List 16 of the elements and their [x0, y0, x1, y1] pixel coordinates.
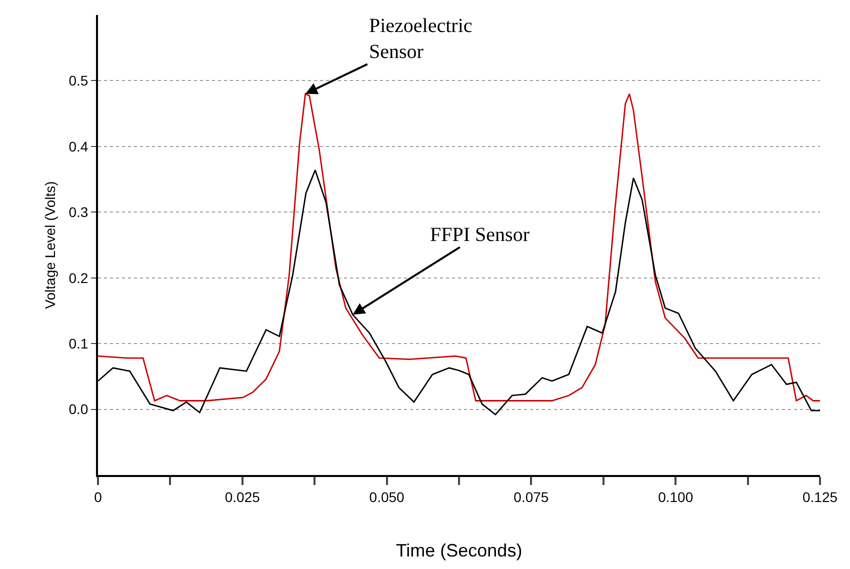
y-tick-label: 0.4 — [68, 138, 88, 154]
x-tick-label: 0.075 — [514, 488, 549, 505]
y-tick-label: 0.3 — [68, 204, 88, 220]
x-tick-label: 0.125 — [802, 488, 838, 505]
x-tick-label: 0.050 — [369, 488, 405, 505]
y-tick-label: 0.2 — [68, 270, 88, 286]
x-tick-label: 0.025 — [224, 488, 260, 505]
y-tick-label: 0.0 — [68, 401, 88, 418]
y-tick-label: 0.5 — [68, 72, 88, 89]
annotation: FFPI Sensor — [430, 224, 530, 246]
x-axis-title: Time (Seconds) — [396, 540, 522, 560]
y-tick-label: 0.1 — [68, 335, 88, 352]
annotation: Piezoelectric Sensor — [369, 15, 472, 63]
x-tick-label: 0 — [94, 488, 102, 505]
y-axis-title: Voltage Level (Volts) — [42, 181, 58, 309]
x-tick-label: 0.100 — [658, 488, 694, 505]
